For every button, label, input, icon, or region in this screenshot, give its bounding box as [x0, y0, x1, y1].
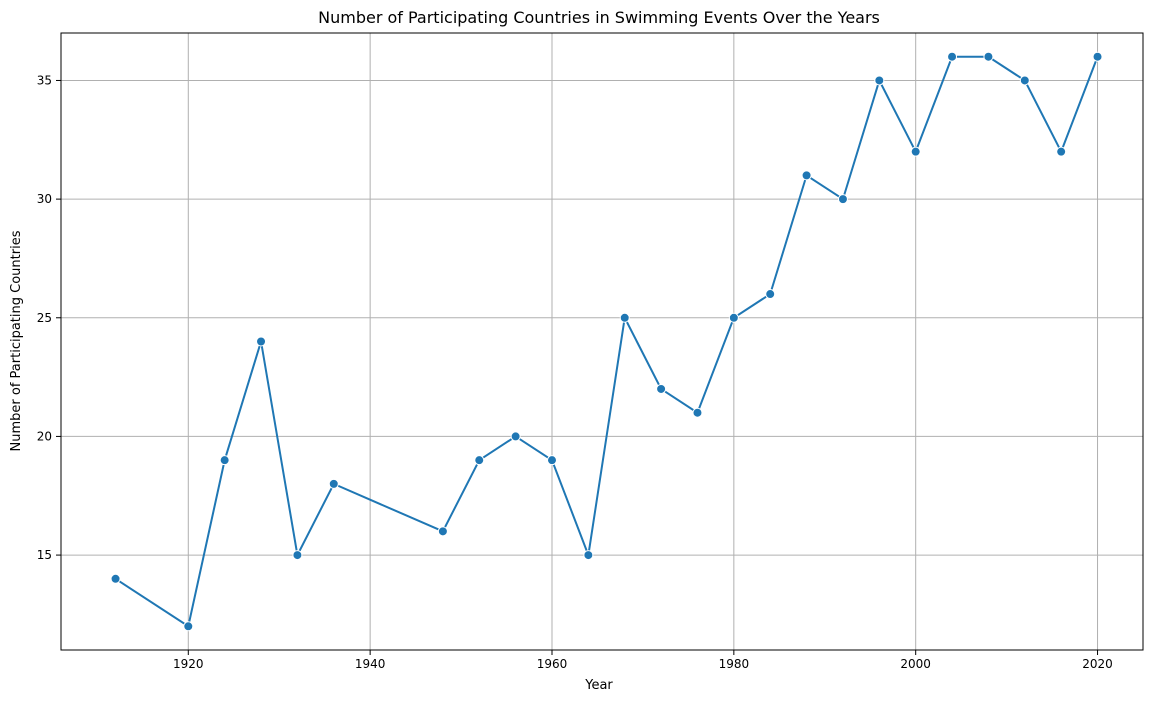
- data-point: [474, 455, 485, 466]
- data-point: [728, 312, 739, 323]
- data-point: [1019, 75, 1030, 86]
- data-point: [1092, 51, 1103, 62]
- plot-frame: [60, 32, 1144, 651]
- data-point: [801, 170, 812, 181]
- data-point: [837, 194, 848, 205]
- x-tick-label: 2000: [900, 657, 931, 671]
- data-point: [692, 407, 703, 418]
- data-point: [292, 550, 303, 561]
- data-point: [510, 431, 521, 442]
- data-point: [437, 526, 448, 537]
- data-point: [256, 336, 267, 347]
- chart-title: Number of Participating Countries in Swi…: [318, 8, 880, 27]
- y-axis-label: Number of Participating Countries: [9, 230, 24, 451]
- data-point: [328, 478, 339, 489]
- data-point: [110, 573, 121, 584]
- grid: [61, 33, 1143, 650]
- data-point: [983, 51, 994, 62]
- x-tick-label: 2020: [1082, 657, 1113, 671]
- data-point: [765, 289, 776, 300]
- axis-ticks: 1920 1940 1960 1980 2000 2020 15 20 25 30 35: [37, 73, 1113, 671]
- data-point: [619, 312, 630, 323]
- y-tick-label: 30: [37, 192, 52, 206]
- x-axis-label: Year: [584, 678, 613, 693]
- y-tick-label: 15: [37, 548, 52, 562]
- x-tick-label: 1960: [537, 657, 568, 671]
- y-tick-label: 20: [37, 429, 52, 443]
- data-point: [947, 51, 958, 62]
- data-point: [910, 146, 921, 157]
- data-point: [1056, 146, 1067, 157]
- data-point: [874, 75, 885, 86]
- data-point: [219, 455, 230, 466]
- data-point: [546, 455, 557, 466]
- series: [110, 51, 1103, 632]
- y-tick-label: 25: [37, 311, 52, 325]
- x-tick-label: 1940: [355, 657, 386, 671]
- data-point: [183, 621, 194, 632]
- x-tick-label: 1980: [719, 657, 750, 671]
- x-tick-label: 1920: [173, 657, 204, 671]
- data-point: [583, 550, 594, 561]
- y-tick-label: 35: [37, 73, 52, 87]
- data-point: [656, 383, 667, 394]
